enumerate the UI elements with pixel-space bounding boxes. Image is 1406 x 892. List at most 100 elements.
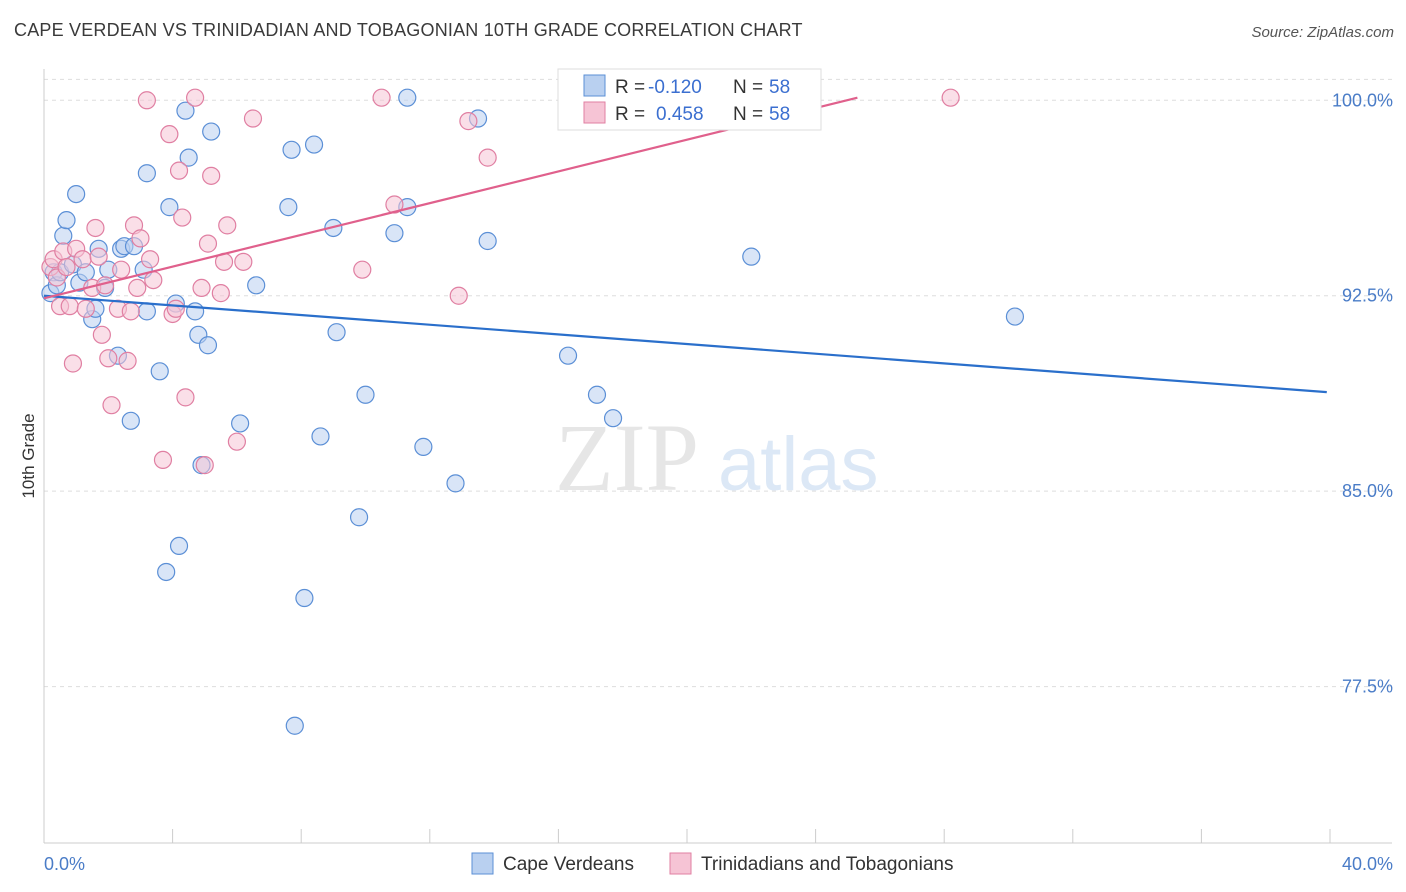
blue-data-point bbox=[247, 276, 266, 295]
blue-data-point bbox=[356, 385, 375, 404]
blue-data-point bbox=[121, 411, 140, 430]
legend-n-value-2: 58 bbox=[769, 104, 790, 125]
blue-data-point bbox=[446, 474, 465, 493]
watermark: ZIP atlas bbox=[555, 404, 879, 511]
blue-data-point bbox=[150, 362, 169, 381]
grid-lines bbox=[44, 78, 1392, 688]
blue-data-point bbox=[398, 88, 417, 107]
pink-data-point bbox=[73, 250, 92, 269]
blue-data-point bbox=[160, 198, 179, 217]
blue-trend-line bbox=[43, 294, 1327, 394]
pink-data-point bbox=[449, 286, 468, 305]
y-tick-label: 77.5% bbox=[1342, 677, 1393, 697]
legend-swatch-pink bbox=[583, 101, 606, 124]
legend-r-value-2: 0.458 bbox=[656, 104, 704, 125]
pink-data-point bbox=[478, 148, 497, 167]
legend-r-label-2: R = bbox=[615, 104, 645, 125]
blue-data-point bbox=[157, 562, 176, 582]
pink-data-point bbox=[144, 270, 163, 290]
legend-n-label-2: N = bbox=[733, 104, 763, 125]
x-tick-label-min: 0.0% bbox=[44, 854, 85, 874]
bottom-legend-swatch-pink bbox=[669, 852, 692, 875]
blue-data-point bbox=[198, 336, 218, 355]
pink-data-point bbox=[243, 109, 263, 128]
blue-data-point bbox=[169, 536, 189, 556]
blue-data-point bbox=[349, 508, 369, 527]
pink-data-point bbox=[941, 88, 960, 107]
legend-r-label-1: R = bbox=[615, 77, 645, 98]
pink-data-point bbox=[153, 450, 173, 470]
watermark-atlas: atlas bbox=[718, 422, 879, 507]
blue-data-point bbox=[137, 302, 156, 321]
pink-data-point bbox=[76, 299, 95, 318]
axes: 77.5% 85.0% 92.5% 100.0% 0.0% 40.0% bbox=[43, 69, 1393, 874]
bottom-legend-swatch-blue bbox=[471, 852, 494, 875]
pink-data-point bbox=[173, 208, 192, 227]
pink-data-point bbox=[57, 257, 76, 277]
pink-data-point bbox=[353, 260, 372, 279]
pink-data-point bbox=[372, 88, 391, 107]
pink-trend-line bbox=[43, 96, 858, 300]
blue-data-point bbox=[57, 211, 76, 230]
blue-data-point bbox=[558, 346, 578, 365]
pink-data-point bbox=[202, 166, 221, 185]
pink-data-point bbox=[211, 284, 230, 303]
pink-data-point bbox=[60, 297, 79, 316]
pink-data-point bbox=[218, 216, 237, 235]
blue-data-point bbox=[327, 323, 346, 342]
blue-data-point bbox=[1005, 307, 1025, 326]
pink-data-point bbox=[137, 91, 156, 110]
blue-data-point bbox=[587, 385, 607, 404]
blue-data-point bbox=[282, 140, 301, 159]
bottom-legend: Cape Verdeans Trinidadians and Tobagonia… bbox=[471, 852, 953, 875]
legend-r-value-1: -0.120 bbox=[648, 77, 702, 98]
blue-data-point bbox=[311, 427, 330, 446]
pink-data-point bbox=[118, 351, 137, 370]
pink-data-point bbox=[99, 349, 118, 368]
trend-lines bbox=[43, 96, 1327, 394]
pink-data-point bbox=[198, 234, 218, 253]
blue-data-point bbox=[304, 135, 324, 154]
blue-data-point bbox=[279, 198, 298, 217]
pink-data-point bbox=[176, 388, 195, 407]
pink-data-point bbox=[112, 260, 131, 279]
pink-data-point bbox=[86, 218, 105, 238]
pink-data-point bbox=[102, 396, 121, 415]
bottom-legend-label-blue: Cape Verdeans bbox=[503, 854, 634, 875]
pink-data-point bbox=[195, 456, 214, 475]
blue-data-point bbox=[742, 247, 761, 266]
pink-data-point bbox=[121, 302, 140, 321]
pink-data-point bbox=[140, 250, 160, 269]
blue-data-point bbox=[67, 184, 86, 204]
legend-box: R = -0.120 N = 58 R = 0.458 N = 58 bbox=[557, 68, 822, 131]
y-axis-label: 10th Grade bbox=[19, 413, 38, 498]
pink-data-point bbox=[186, 88, 205, 107]
blue-data-point bbox=[414, 437, 433, 456]
pink-data-point bbox=[131, 229, 150, 248]
blue-data-point bbox=[603, 409, 623, 428]
legend-swatch-blue bbox=[583, 74, 606, 97]
data-points bbox=[41, 88, 1025, 735]
pink-data-point bbox=[128, 278, 147, 298]
y-tick-label: 92.5% bbox=[1342, 286, 1393, 306]
pink-data-point bbox=[459, 112, 478, 131]
legend-n-value-1: 58 bbox=[769, 77, 790, 98]
blue-data-point bbox=[285, 716, 304, 735]
blue-data-point bbox=[202, 122, 221, 141]
pink-data-point bbox=[92, 325, 111, 344]
pink-data-point bbox=[234, 252, 253, 271]
blue-data-point bbox=[186, 302, 205, 321]
blue-data-point bbox=[385, 224, 404, 243]
legend-n-label-1: N = bbox=[733, 77, 763, 98]
pink-data-point bbox=[227, 432, 246, 451]
blue-data-point bbox=[137, 164, 156, 183]
blue-data-point bbox=[179, 148, 198, 167]
pink-data-point bbox=[385, 195, 404, 214]
blue-data-point bbox=[176, 101, 195, 120]
pink-data-point bbox=[160, 125, 179, 144]
blue-data-point bbox=[54, 226, 73, 245]
x-tick-label-max: 40.0% bbox=[1342, 854, 1393, 874]
blue-data-point bbox=[295, 588, 314, 608]
pink-data-point bbox=[166, 299, 185, 318]
chart-source: Source: ZipAtlas.com bbox=[1251, 24, 1394, 41]
